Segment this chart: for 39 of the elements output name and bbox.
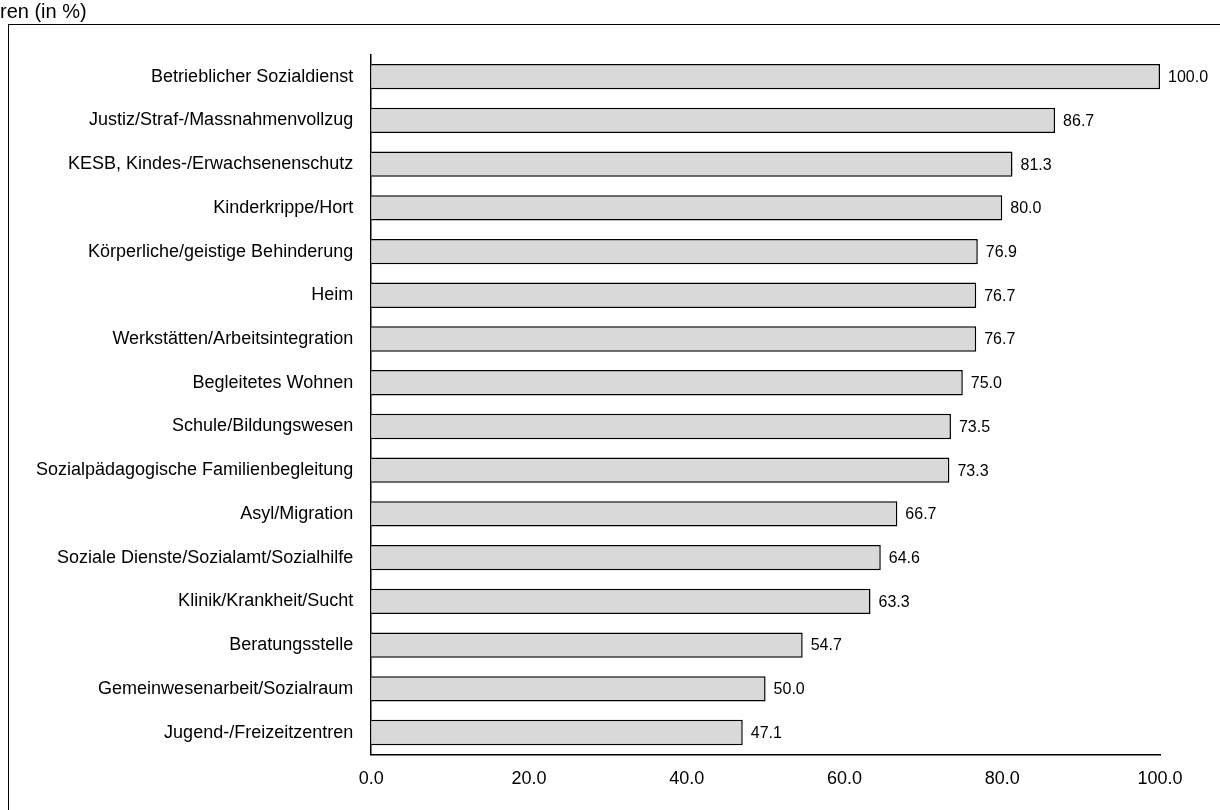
data-label: 100.0	[1168, 68, 1209, 86]
data-label: 81.3	[1020, 155, 1052, 173]
x-tick-label: 60.0	[826, 768, 863, 789]
data-label: 47.1	[750, 723, 782, 741]
y-tick-label: Sozialpädagogische Familienbegleitung	[36, 459, 354, 480]
text: ren (in %)	[0, 0, 87, 22]
y-tick-label: Werkstätten/Arbeitsintegration	[112, 327, 354, 348]
y-tick-label: Kinderkrippe/Hort	[213, 196, 354, 217]
y-tick-label: Beratungsstelle	[229, 634, 354, 655]
data-label: 75.0	[970, 374, 1003, 392]
y-tick-label: Betrieblicher Sozialdienst	[151, 65, 354, 86]
data-label: 54.7	[810, 636, 842, 654]
y-tick-label: Begleitetes Wohnen	[192, 371, 354, 392]
x-tick-label: 80.0	[984, 768, 1020, 789]
y-tick-label: Klinik/Krankheit/Sucht	[178, 590, 354, 611]
y-tick-label: Gemeinwesenarbeit/Sozialraum	[98, 677, 354, 698]
data-label: 63.3	[878, 592, 910, 610]
data-label: 73.3	[957, 461, 989, 479]
y-tick-label: Justiz/Straf-/Massnahmenvollzug	[89, 109, 354, 130]
data-label: 66.7	[905, 505, 937, 523]
x-tick-label: 20.0	[511, 768, 547, 789]
x-tick-label: 0.0	[358, 768, 384, 789]
data-label: 76.7	[984, 286, 1016, 304]
y-tick-label: Soziale Dienste/Sozialamt/Sozialhilfe	[57, 546, 354, 567]
y-tick-label: Jugend-/Freizeitzentren	[164, 721, 354, 742]
data-label: 76.7	[984, 330, 1016, 348]
y-tick-label: Schule/Bildungswesen	[172, 415, 354, 436]
y-tick-label: KESB, Kindes-/Erwachsenenschutz	[68, 153, 354, 174]
data-label: 80.0	[1010, 199, 1042, 217]
x-tick-label: 100.0	[1137, 768, 1183, 789]
data-label: 76.9	[985, 242, 1018, 260]
y-tick-label: Heim	[311, 284, 354, 305]
y-tick-label: Körperliche/geistige Behinderung	[88, 240, 354, 261]
x-tick-label: 40.0	[669, 768, 705, 789]
y-tick-label: Asyl/Migration	[240, 502, 354, 523]
data-label: 50.0	[773, 680, 805, 698]
data-label: 86.7	[1063, 111, 1095, 129]
data-label: 64.6	[888, 549, 921, 567]
data-label: 73.5	[958, 417, 991, 435]
